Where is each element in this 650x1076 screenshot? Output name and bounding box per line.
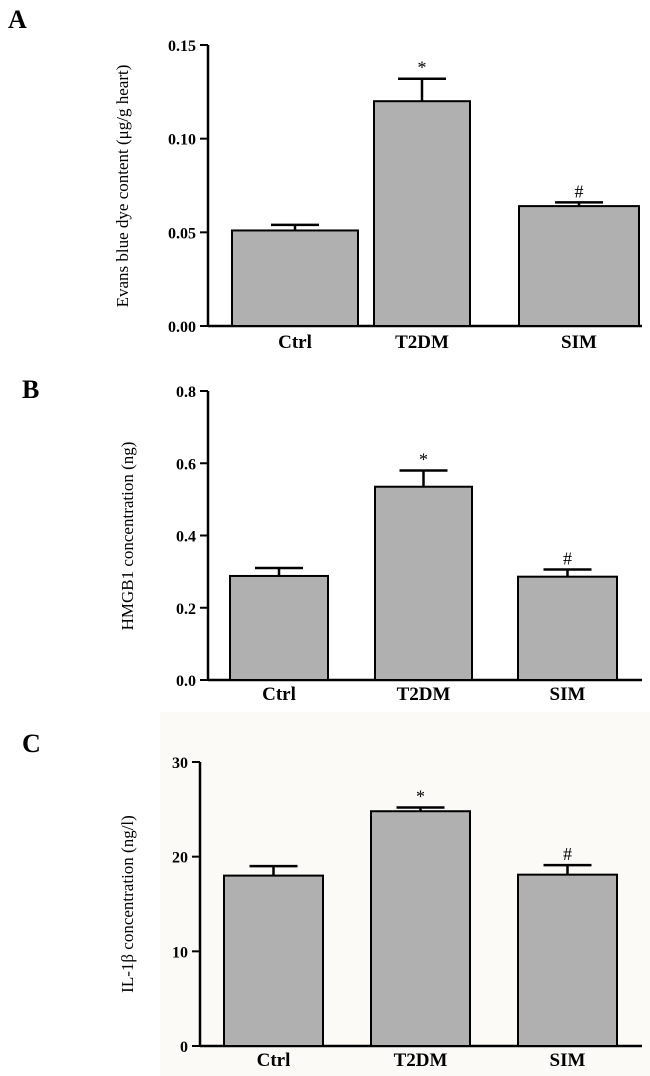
bar-sim — [518, 205, 640, 328]
y-axis-label: HMGB1 concentration (ng) — [118, 442, 137, 631]
y-tick-label: 0.10 — [168, 132, 196, 149]
panel-letter: C — [22, 729, 41, 758]
chart-panel-c: C 0 10 20 30 IL-1β concentration (ng/l) Ctrl * T… — [22, 712, 650, 1076]
y-tick-label: 0.2 — [176, 601, 196, 618]
x-tick-label: SIM — [561, 332, 597, 353]
y-tick-label: 0.15 — [168, 38, 196, 55]
panel-letter: A — [8, 5, 27, 34]
significance-marker: # — [563, 844, 572, 864]
significance-marker: * — [418, 58, 427, 78]
bar-t2dm — [374, 485, 473, 682]
chart-panel-b: B 0.0 0.2 0.4 0.6 0.8 HMGB1 concentration (ng)… — [22, 375, 642, 705]
bar-ctrl — [231, 229, 359, 328]
bar-ctrl — [223, 874, 324, 1047]
bar-t2dm — [373, 100, 471, 327]
significance-marker: * — [419, 449, 428, 469]
y-tick-label: 0.05 — [168, 225, 196, 242]
bar-t2dm — [370, 810, 471, 1048]
y-tick-label: 0.4 — [176, 529, 196, 546]
x-tick-label: SIM — [550, 1050, 586, 1071]
x-tick-label: T2DM — [395, 332, 449, 353]
x-tick-label: SIM — [550, 684, 586, 705]
y-tick-label: 0.00 — [168, 319, 196, 336]
chart-panel-a: A 0.00 0.05 0.10 0.15 Evans blue dye content … — [8, 5, 642, 353]
bar-ctrl — [229, 574, 329, 682]
x-tick-label: Ctrl — [278, 332, 312, 353]
y-tick-label: 0.6 — [176, 456, 196, 473]
significance-marker: * — [416, 786, 425, 806]
significance-marker: # — [575, 181, 584, 201]
significance-marker: # — [563, 548, 572, 568]
y-tick-label: 20 — [172, 850, 188, 867]
y-tick-label: 0.0 — [176, 673, 196, 690]
y-tick-label: 0.8 — [176, 384, 196, 401]
bar-sim — [517, 575, 618, 681]
y-tick-label: 30 — [172, 755, 188, 772]
y-tick-label: 10 — [172, 944, 188, 961]
y-axis-label: IL-1β concentration (ng/l) — [118, 815, 137, 993]
x-tick-label: Ctrl — [262, 684, 296, 705]
y-tick-label: 0 — [180, 1039, 188, 1056]
x-tick-label: T2DM — [397, 684, 451, 705]
x-tick-label: Ctrl — [257, 1050, 291, 1071]
bar-sim — [517, 873, 618, 1047]
x-tick-label: T2DM — [394, 1050, 448, 1071]
panel-letter: B — [22, 375, 39, 404]
y-axis-label: Evans blue dye content (μg/g heart) — [113, 65, 132, 308]
